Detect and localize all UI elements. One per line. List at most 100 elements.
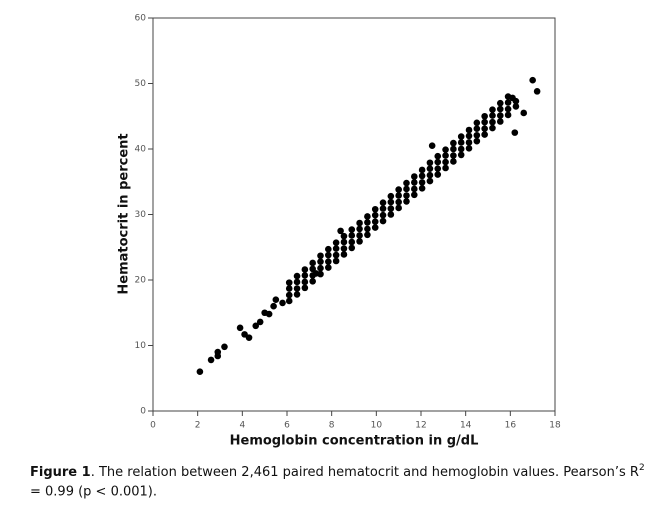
point — [325, 251, 332, 259]
caption: Figure 1. The relation between 2,461 pai… — [30, 463, 645, 480]
point — [418, 179, 426, 186]
point — [450, 158, 457, 165]
point — [348, 226, 356, 233]
point — [489, 106, 496, 113]
point — [279, 299, 286, 307]
point — [340, 238, 348, 246]
point — [411, 191, 418, 199]
point — [387, 211, 395, 218]
point — [489, 112, 496, 119]
point — [511, 129, 519, 136]
point — [332, 251, 340, 259]
point — [465, 132, 473, 140]
point — [504, 99, 512, 106]
point — [379, 199, 387, 207]
point — [434, 152, 442, 160]
caption-sup: 2 — [639, 463, 645, 473]
point — [312, 270, 320, 277]
point — [387, 205, 395, 212]
point — [364, 213, 371, 220]
x-tick-label: 4 — [239, 421, 245, 431]
point — [340, 251, 348, 258]
point — [496, 112, 504, 119]
x-tick-label: 14 — [460, 421, 472, 431]
point — [207, 356, 215, 364]
point — [196, 368, 204, 376]
point — [356, 225, 363, 233]
point — [481, 118, 488, 126]
x-axis-title: Hemoglobin concentration in g/dL — [230, 434, 479, 449]
point — [301, 272, 309, 279]
point — [293, 278, 301, 286]
point — [348, 244, 356, 252]
point — [317, 264, 324, 272]
point — [285, 297, 293, 305]
point — [411, 173, 418, 180]
point — [496, 118, 504, 125]
point — [481, 125, 488, 132]
point — [457, 139, 465, 146]
point — [442, 152, 449, 159]
point — [364, 225, 371, 233]
plot-frame — [152, 17, 556, 412]
x-tick-label: 16 — [505, 421, 517, 431]
point — [473, 131, 481, 139]
point — [450, 145, 457, 153]
point — [411, 179, 418, 186]
point — [395, 186, 402, 193]
y-tick-label: 0 — [140, 407, 146, 417]
point — [457, 133, 465, 140]
y-tick-label: 10 — [135, 341, 147, 351]
y-tick-label: 40 — [135, 145, 147, 155]
point — [340, 245, 348, 252]
x-tick-label: 2 — [195, 421, 201, 431]
point — [481, 112, 488, 120]
point — [457, 145, 465, 153]
point — [403, 198, 410, 205]
point — [520, 109, 528, 117]
point — [332, 245, 340, 252]
point — [348, 232, 356, 239]
point — [371, 205, 379, 213]
point — [332, 239, 340, 246]
point — [465, 139, 473, 146]
point — [340, 232, 348, 240]
point — [309, 278, 316, 285]
point — [285, 279, 293, 286]
point — [418, 166, 426, 174]
point — [301, 266, 309, 273]
point — [317, 258, 324, 265]
point — [403, 185, 410, 193]
y-tick-label: 20 — [135, 276, 147, 286]
point — [337, 227, 344, 235]
point — [317, 252, 324, 260]
x-tick-label: 12 — [415, 421, 426, 431]
point — [428, 142, 436, 150]
point — [379, 205, 387, 212]
point — [285, 285, 293, 292]
point — [379, 217, 387, 225]
point — [418, 185, 426, 192]
point — [434, 158, 442, 166]
point — [332, 257, 340, 265]
point — [395, 198, 402, 206]
point — [442, 164, 449, 172]
point — [434, 171, 442, 178]
point — [395, 192, 402, 199]
point — [509, 94, 516, 102]
point — [293, 291, 301, 298]
point — [285, 291, 293, 299]
point — [465, 126, 473, 134]
point — [270, 302, 277, 310]
point — [348, 238, 356, 246]
point — [403, 192, 410, 199]
y-tick-label: 50 — [135, 79, 147, 89]
point — [489, 118, 496, 126]
point — [245, 334, 253, 341]
point — [379, 211, 387, 219]
x-tick-label: 8 — [329, 421, 335, 431]
point — [426, 159, 434, 167]
point — [236, 324, 244, 332]
y-axis-title: Hematocrit in percent — [117, 133, 132, 294]
